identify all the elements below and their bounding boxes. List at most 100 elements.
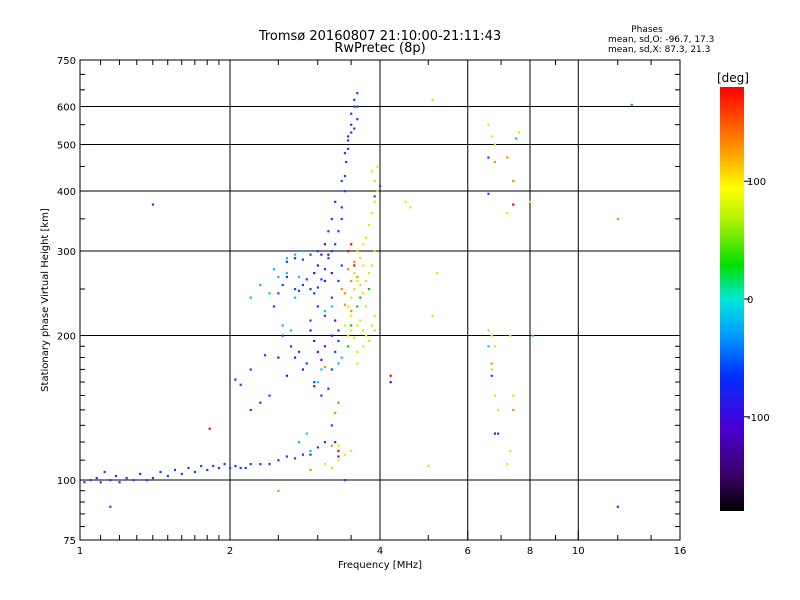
data-point [330, 296, 333, 299]
data-point [277, 275, 280, 279]
data-point [187, 466, 190, 470]
data-point [244, 466, 247, 470]
data-point [359, 257, 362, 260]
data-point [313, 292, 316, 295]
data-point [323, 345, 327, 348]
data-point [493, 143, 497, 146]
data-point [249, 408, 252, 412]
data-point [301, 368, 305, 371]
data-point [353, 105, 356, 108]
data-point [334, 200, 337, 203]
data-point [356, 105, 359, 108]
data-point [323, 309, 327, 313]
data-point [323, 441, 327, 444]
data-point [285, 455, 288, 458]
y-tick-label: 500 [57, 141, 76, 152]
data-point [337, 339, 340, 343]
y-tick-label: 400 [57, 187, 76, 198]
data-point [343, 152, 347, 155]
data-point [365, 236, 368, 239]
data-point [334, 319, 337, 322]
data-point [285, 271, 288, 275]
data-point [353, 288, 356, 291]
data-point [206, 468, 209, 472]
data-point [337, 449, 340, 453]
data-point [323, 243, 327, 246]
data-point [350, 123, 353, 126]
data-point [151, 476, 155, 480]
data-point [320, 253, 323, 256]
data-point [132, 479, 135, 482]
data-point [343, 303, 347, 306]
data-point [362, 243, 365, 246]
data-point [512, 203, 515, 206]
data-point [373, 195, 376, 198]
y-tick-label: 600 [57, 103, 76, 114]
data-point [323, 279, 327, 283]
data-point [529, 200, 532, 203]
data-point [493, 345, 497, 348]
data-point [193, 470, 197, 474]
data-point [359, 319, 362, 322]
data-point [297, 275, 301, 279]
data-point [305, 432, 308, 435]
data-point [316, 264, 319, 267]
data-point [309, 453, 312, 456]
data-point [373, 314, 376, 317]
data-point [330, 250, 333, 253]
data-point [309, 329, 312, 332]
data-point [490, 368, 493, 371]
data-point [268, 292, 271, 295]
chart-subtitle: RwPretec (8p) [334, 41, 425, 56]
data-point [340, 288, 343, 291]
data-point [340, 179, 343, 183]
data-point [313, 384, 316, 388]
data-point [337, 362, 340, 365]
data-point [330, 368, 333, 371]
data-point [95, 476, 98, 480]
data-point [293, 457, 297, 460]
data-point [285, 257, 288, 260]
data-point [229, 466, 232, 470]
data-point [373, 329, 376, 332]
data-point [353, 271, 356, 275]
data-point [404, 200, 407, 203]
y-tick-label: 75 [63, 536, 76, 547]
data-point [337, 455, 340, 458]
data-point [316, 350, 319, 353]
phases-x: mean, sd,X: 87.3, 21.3 [608, 45, 710, 55]
x-axis-label: Frequency [MHz] [338, 560, 422, 571]
data-point [346, 250, 350, 253]
data-point [517, 131, 521, 134]
data-point [320, 278, 323, 281]
data-point [506, 212, 509, 215]
data-point [334, 441, 337, 444]
data-point [217, 466, 221, 470]
data-point [277, 489, 280, 492]
data-point [334, 350, 337, 353]
data-point [373, 179, 376, 183]
data-point [431, 314, 434, 317]
data-point [362, 264, 365, 267]
data-point [109, 479, 112, 482]
data-point [337, 444, 340, 447]
data-point [289, 329, 293, 332]
data-point [239, 466, 242, 470]
data-point [293, 296, 297, 299]
data-point [350, 309, 353, 313]
data-point [630, 103, 633, 106]
data-point [297, 441, 301, 444]
data-point [272, 268, 276, 271]
data-point [313, 381, 316, 384]
data-point [301, 258, 305, 261]
data-point [277, 292, 280, 295]
data-point [487, 156, 490, 159]
data-point [343, 292, 347, 295]
data-point [320, 368, 323, 371]
data-point [305, 278, 308, 281]
data-point [356, 279, 359, 283]
data-point [616, 505, 619, 508]
data-point [316, 381, 319, 384]
data-point [285, 275, 288, 279]
data-point [301, 283, 305, 287]
